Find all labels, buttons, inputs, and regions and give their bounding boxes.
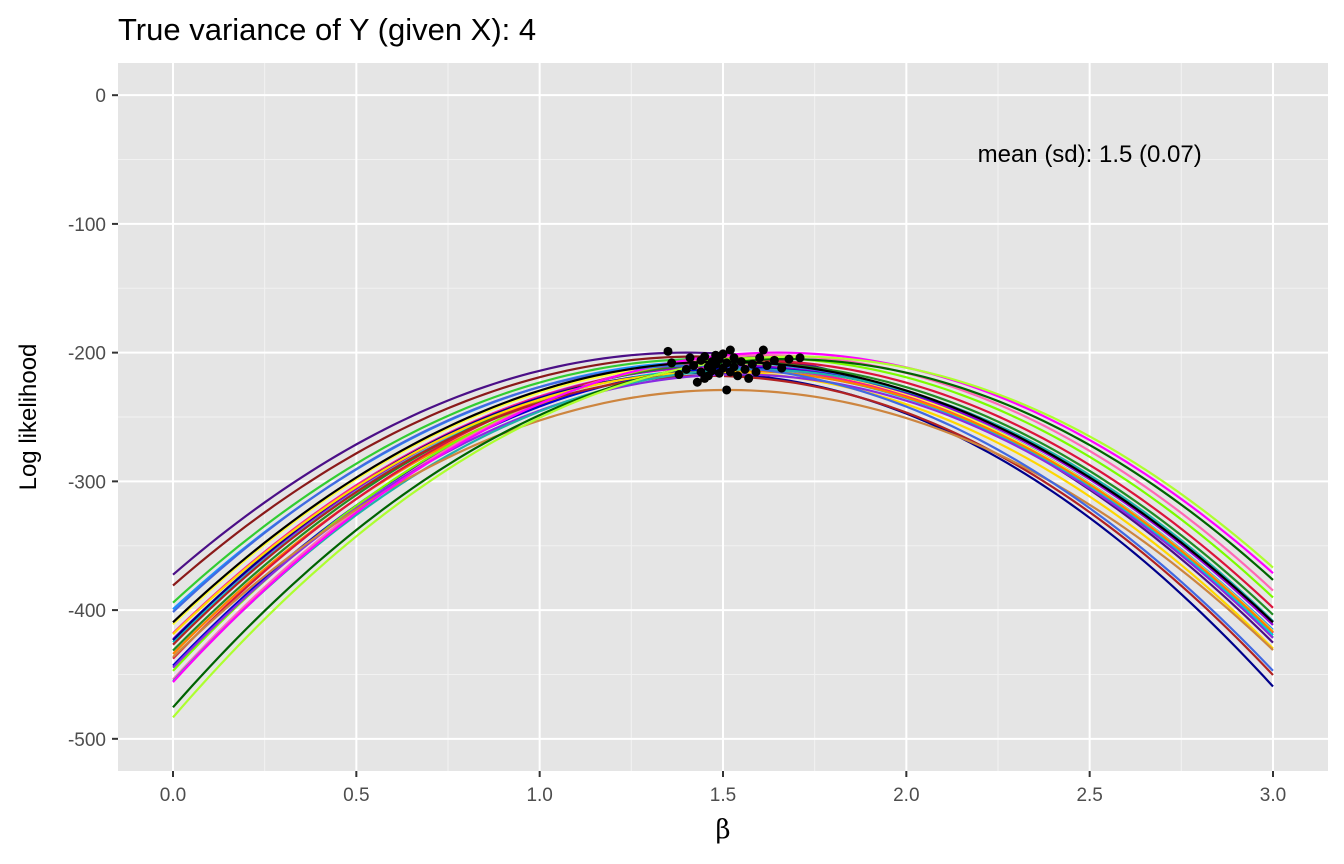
mle-point <box>718 349 728 359</box>
y-tick-label: 0 <box>95 86 106 107</box>
y-tick-label: -400 <box>68 601 106 622</box>
mle-point <box>769 355 779 365</box>
x-tick-label: 0.5 <box>343 785 369 806</box>
mle-point <box>729 362 739 372</box>
mle-point <box>762 361 772 371</box>
y-axis-title: Log likelihood <box>15 344 42 491</box>
y-axis: 0 -100 -200 -300 -400 -500 <box>68 86 118 751</box>
mle-point <box>722 385 732 395</box>
mean-sd-annotation: mean (sd): 1.5 (0.07) <box>978 141 1202 168</box>
mle-point <box>751 367 761 377</box>
mle-point <box>700 351 710 361</box>
x-tick-label: 2.5 <box>1076 785 1102 806</box>
mle-point <box>663 346 673 356</box>
mle-point <box>689 361 699 371</box>
mle-point <box>758 345 768 355</box>
mle-point <box>740 364 750 374</box>
mle-point <box>725 345 735 355</box>
x-tick-label: 2.0 <box>893 785 919 806</box>
y-tick-label: -500 <box>68 730 106 751</box>
x-axis: 0.0 0.5 1.0 1.5 2.0 2.5 3.0 <box>160 771 1286 806</box>
mle-point <box>733 371 743 381</box>
mle-point <box>795 353 805 363</box>
y-tick-label: -200 <box>68 344 106 365</box>
mle-point <box>784 354 794 364</box>
mle-point <box>729 353 739 363</box>
y-tick-label: -100 <box>68 215 106 236</box>
mle-point <box>692 377 702 387</box>
mle-point <box>685 353 695 363</box>
mle-point <box>755 353 765 363</box>
mle-point <box>747 359 757 369</box>
x-tick-label: 1.5 <box>710 785 736 806</box>
mle-point <box>744 373 754 383</box>
mle-point <box>736 357 746 367</box>
mle-point <box>681 364 691 374</box>
mle-point <box>722 358 732 368</box>
x-tick-label: 3.0 <box>1260 785 1286 806</box>
x-tick-label: 0.0 <box>160 785 186 806</box>
y-tick-label: -300 <box>68 472 106 493</box>
mle-point <box>674 370 684 380</box>
mle-point <box>777 363 787 373</box>
mle-points <box>663 345 805 395</box>
mle-point <box>667 358 677 368</box>
x-axis-title: β <box>715 815 730 845</box>
chart-title: True variance of Y (given X): 4 <box>118 12 536 47</box>
x-tick-label: 1.0 <box>526 785 552 806</box>
